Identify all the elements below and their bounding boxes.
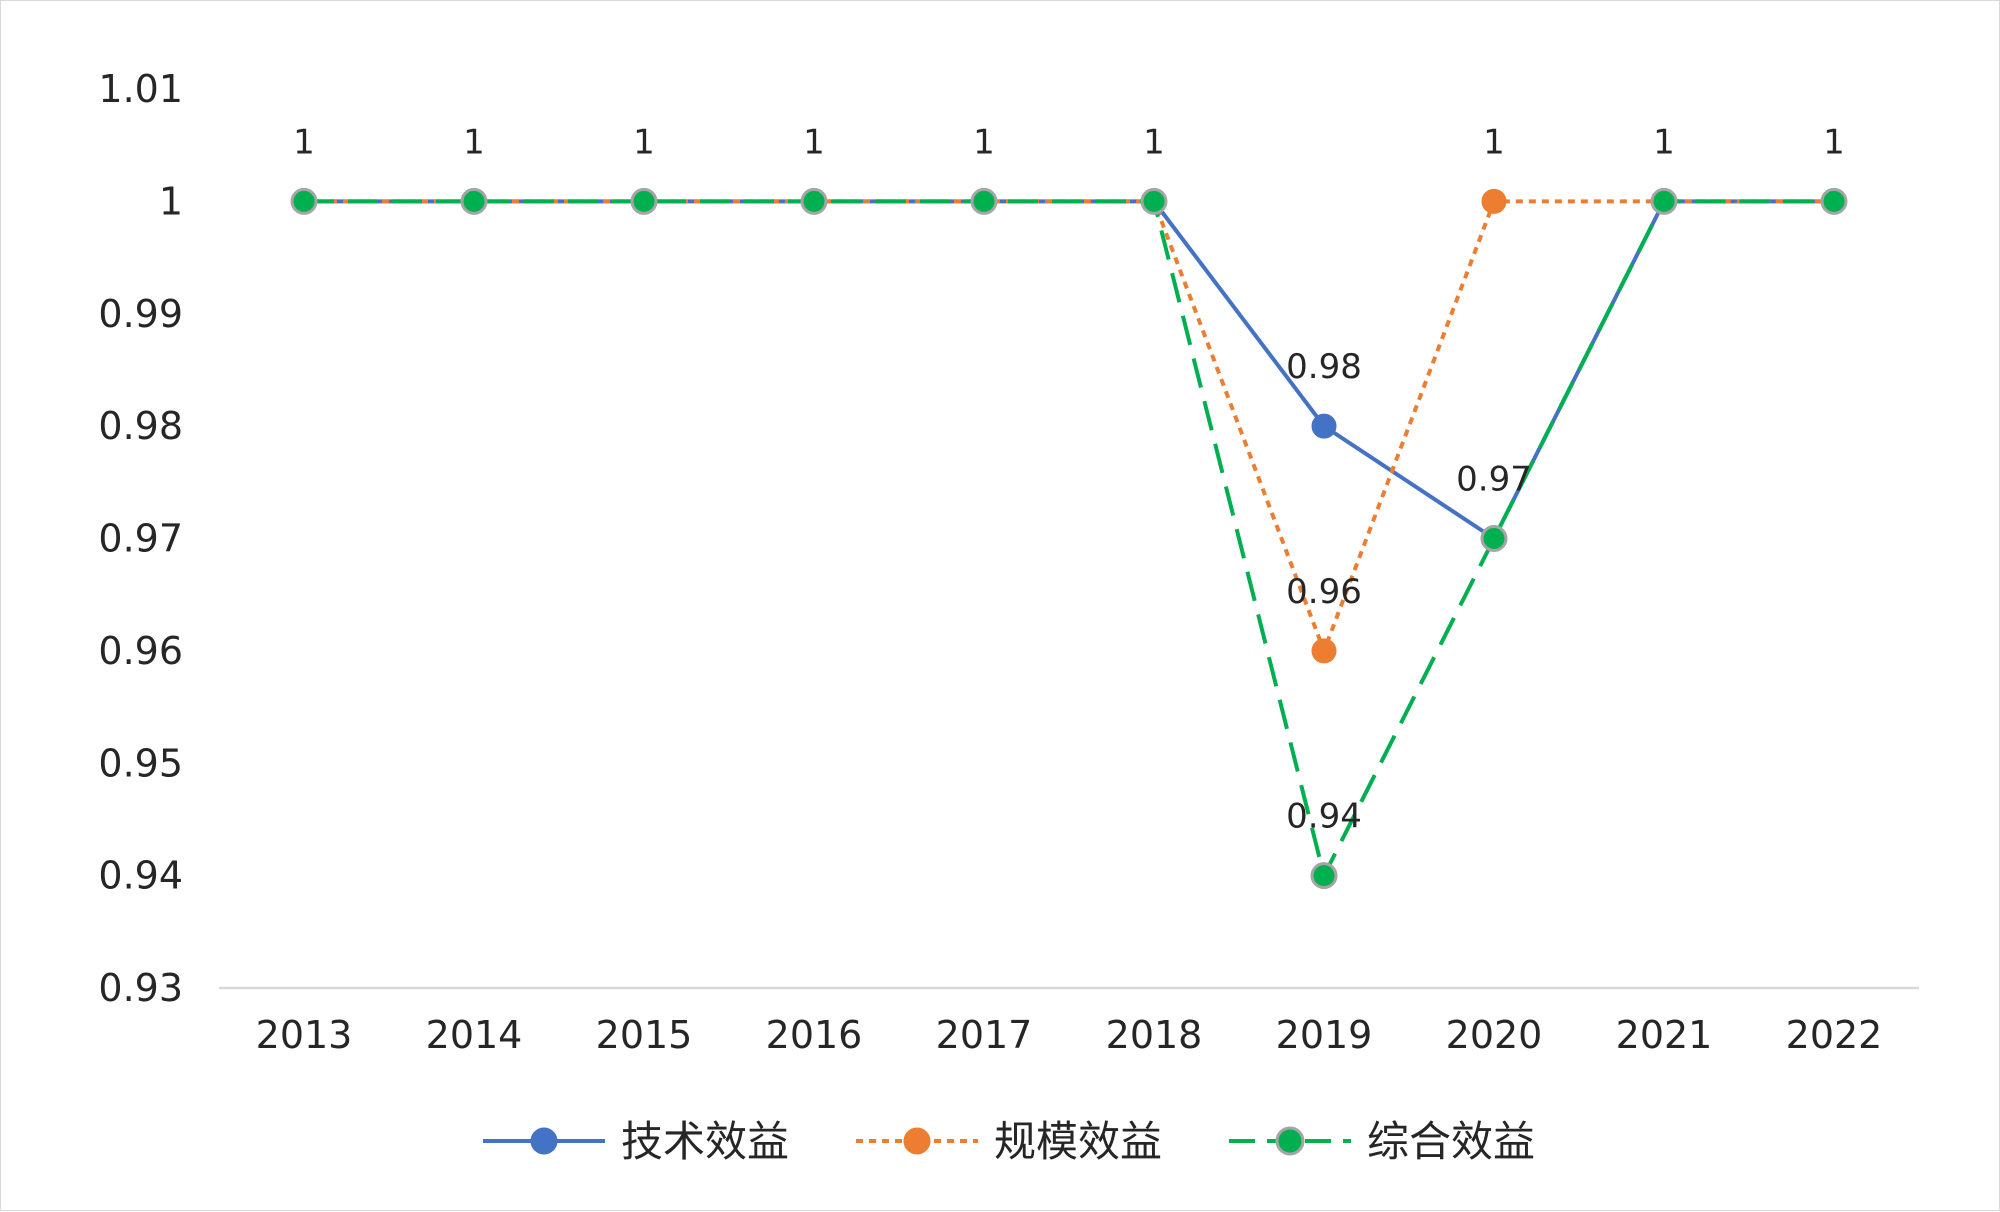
series-3-point xyxy=(1820,187,1848,215)
data-label: 0.96 xyxy=(1286,572,1362,612)
series-3-point xyxy=(460,187,488,215)
y-tick-label: 0.94 xyxy=(98,854,183,898)
y-tick-label: 0.93 xyxy=(98,966,183,1010)
data-label: 1 xyxy=(463,122,485,162)
series-3-point xyxy=(290,187,318,215)
legend-item-3: 综合效益 xyxy=(1229,1117,1535,1166)
x-tick-label: 2014 xyxy=(426,1013,523,1057)
y-tick-label: 0.96 xyxy=(98,629,183,673)
x-tick-label: 2019 xyxy=(1276,1013,1373,1057)
series-layer xyxy=(290,187,1848,890)
x-tick-label: 2018 xyxy=(1106,1013,1203,1057)
data-label: 1 xyxy=(1143,122,1165,162)
x-tick-label: 2016 xyxy=(766,1013,863,1057)
series-3-point xyxy=(970,187,998,215)
y-tick-label: 1 xyxy=(159,179,183,223)
data-label: 1 xyxy=(293,122,315,162)
legend-item-1: 技术效益 xyxy=(483,1117,789,1166)
series-1-point xyxy=(1311,413,1337,439)
y-tick-label: 1.01 xyxy=(98,67,183,111)
data-label: 1 xyxy=(633,122,655,162)
legend-item-2: 规模效益 xyxy=(856,1117,1162,1166)
series-3-point xyxy=(1650,187,1678,215)
series-3-point xyxy=(630,187,658,215)
y-tick-label: 0.95 xyxy=(98,741,183,785)
x-tick-label: 2017 xyxy=(936,1013,1033,1057)
data-label: 1 xyxy=(1653,122,1675,162)
x-tick-label: 2021 xyxy=(1616,1013,1713,1057)
legend-marker xyxy=(530,1127,558,1155)
series-2-point xyxy=(1481,188,1507,214)
data-label: 0.94 xyxy=(1286,797,1362,837)
legend-label: 技术效益 xyxy=(621,1117,789,1166)
legend-marker xyxy=(903,1127,931,1155)
y-tick-label: 0.99 xyxy=(98,292,183,336)
series-line-1 xyxy=(304,199,1834,541)
data-label: 0.98 xyxy=(1286,347,1362,387)
data-label: 1 xyxy=(973,122,995,162)
series-line-2 xyxy=(304,199,1834,653)
x-tick-label: 2020 xyxy=(1446,1013,1543,1057)
data-label: 0.97 xyxy=(1456,460,1532,500)
series-3-point xyxy=(1140,187,1168,215)
legend: 技术效益 规模效益 综合效益 xyxy=(483,1117,1535,1166)
x-tick-label: 2013 xyxy=(256,1013,353,1057)
series-3-point xyxy=(1310,862,1338,890)
legend-label: 综合效益 xyxy=(1367,1117,1535,1166)
series-line-3 xyxy=(304,199,1834,878)
x-tick-label: 2022 xyxy=(1786,1013,1883,1057)
legend-marker xyxy=(1275,1126,1305,1156)
axis-layer: 0.93 0.94 0.95 0.96 0.97 0.98 0.99 1 1.01 2013 201… xyxy=(98,67,1919,1057)
series-3-point xyxy=(800,187,828,215)
data-label: 1 xyxy=(803,122,825,162)
legend-label: 规模效益 xyxy=(994,1117,1162,1166)
series-3-point xyxy=(1480,525,1508,552)
data-label: 1 xyxy=(1823,122,1845,162)
y-tick-label: 0.97 xyxy=(98,517,183,561)
y-tick-label: 0.98 xyxy=(98,404,183,448)
data-label: 1 xyxy=(1483,122,1505,162)
series-2-point xyxy=(1311,638,1337,664)
data-label-layer: 1 1 1 1 1 1 0.98 0.96 0.94 1 0.97 1 1 xyxy=(293,122,1845,836)
x-tick-label: 2015 xyxy=(596,1013,693,1057)
